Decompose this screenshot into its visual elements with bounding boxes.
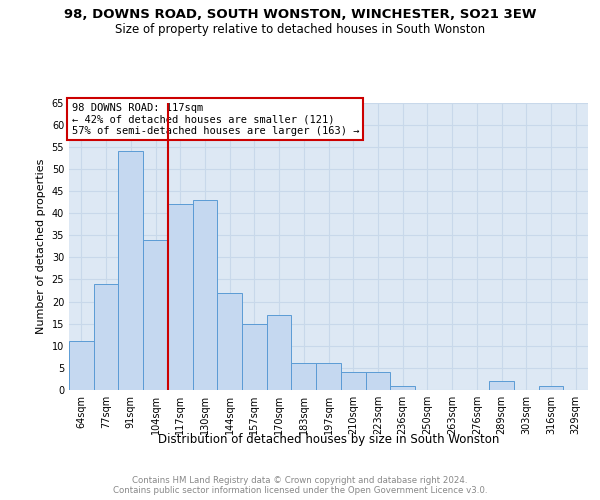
Text: Contains HM Land Registry data © Crown copyright and database right 2024.: Contains HM Land Registry data © Crown c… <box>132 476 468 485</box>
Bar <box>217 292 242 390</box>
Bar <box>316 364 341 390</box>
Bar <box>69 342 94 390</box>
Bar <box>94 284 118 390</box>
Bar <box>193 200 217 390</box>
Bar <box>539 386 563 390</box>
Bar <box>168 204 193 390</box>
Bar <box>341 372 365 390</box>
Text: 98, DOWNS ROAD, SOUTH WONSTON, WINCHESTER, SO21 3EW: 98, DOWNS ROAD, SOUTH WONSTON, WINCHESTE… <box>64 8 536 20</box>
Bar <box>390 386 415 390</box>
Text: Contains public sector information licensed under the Open Government Licence v3: Contains public sector information licen… <box>113 486 487 495</box>
Bar <box>118 151 143 390</box>
Bar <box>267 315 292 390</box>
Bar <box>365 372 390 390</box>
Bar <box>143 240 168 390</box>
Bar <box>292 364 316 390</box>
Bar <box>489 381 514 390</box>
Text: Distribution of detached houses by size in South Wonston: Distribution of detached houses by size … <box>158 432 499 446</box>
Y-axis label: Number of detached properties: Number of detached properties <box>36 158 46 334</box>
Bar <box>242 324 267 390</box>
Text: 98 DOWNS ROAD: 117sqm
← 42% of detached houses are smaller (121)
57% of semi-det: 98 DOWNS ROAD: 117sqm ← 42% of detached … <box>71 102 359 136</box>
Text: Size of property relative to detached houses in South Wonston: Size of property relative to detached ho… <box>115 22 485 36</box>
